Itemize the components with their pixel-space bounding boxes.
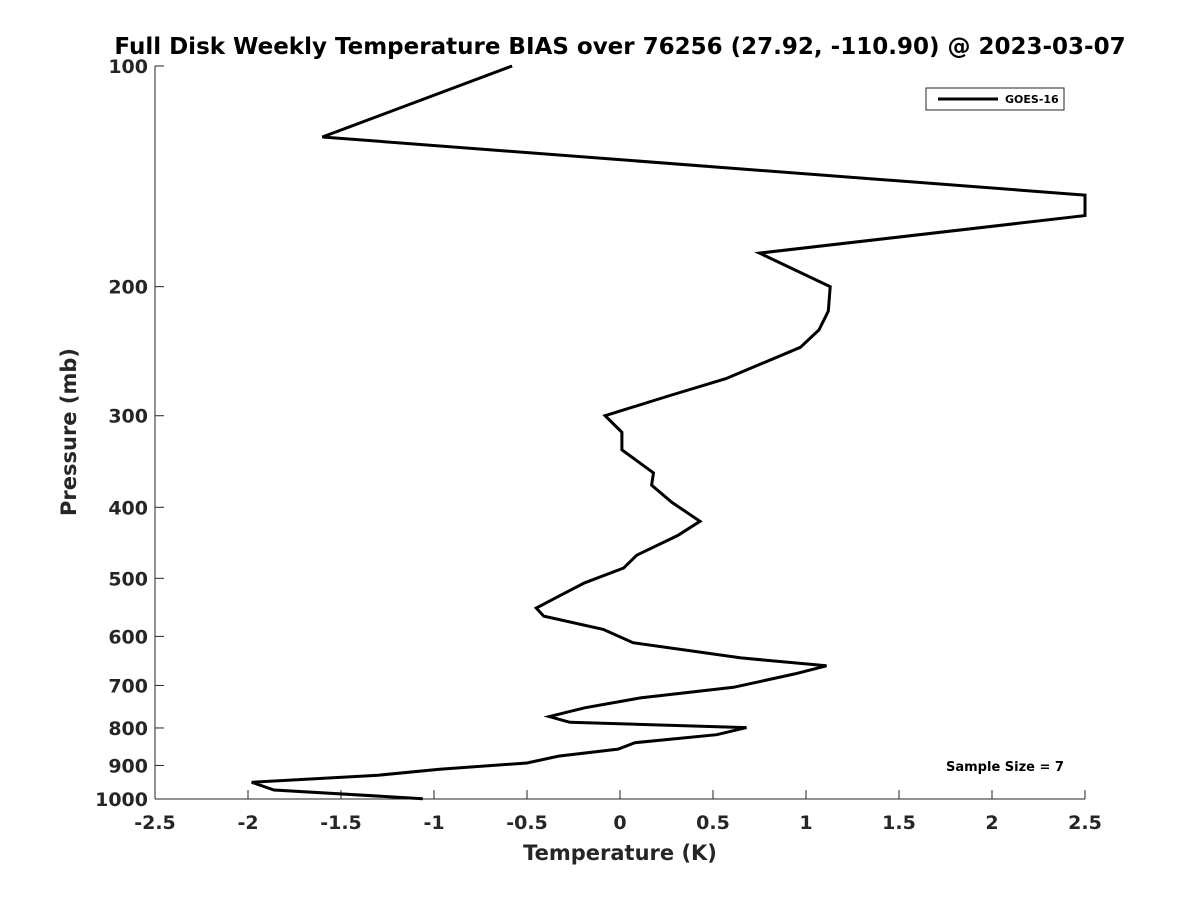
legend-label: GOES-16 bbox=[1005, 93, 1059, 106]
x-tick-label: 0.5 bbox=[696, 812, 730, 834]
sample-size-annotation: Sample Size = 7 bbox=[946, 760, 1064, 775]
y-tick-label: 500 bbox=[108, 568, 148, 590]
x-tick-label: 2 bbox=[985, 812, 998, 834]
x-tick-label: -1 bbox=[423, 812, 444, 834]
series-layer bbox=[251, 64, 1087, 801]
x-tick-label: 1 bbox=[799, 812, 812, 834]
legend: GOES-16 bbox=[925, 87, 1065, 111]
y-tick-label: 300 bbox=[108, 406, 148, 428]
y-axis-label: Pressure (mb) bbox=[57, 348, 81, 516]
x-tick-label: -0.5 bbox=[506, 812, 548, 834]
y-tick-label: 400 bbox=[108, 497, 148, 519]
y-tick-label: 700 bbox=[108, 675, 148, 697]
y-tick-label: 100 bbox=[108, 56, 148, 78]
x-tick-label: -2 bbox=[237, 812, 258, 834]
y-tick-label: 600 bbox=[108, 626, 148, 648]
x-tick-label: 0 bbox=[613, 812, 626, 834]
y-tick-label: 200 bbox=[108, 277, 148, 299]
y-tick-label: 900 bbox=[108, 755, 148, 777]
x-tick-label: 1.5 bbox=[882, 812, 916, 834]
y-tick-label: 1000 bbox=[95, 789, 148, 811]
x-tick-label: -1.5 bbox=[320, 812, 362, 834]
x-tick-label: -2.5 bbox=[134, 812, 176, 834]
y-ticks: 100 200 300 400 500 600 700 800 900 1000 bbox=[95, 56, 164, 811]
x-ticks: -2.5 -2 -1.5 -1 -0.5 0 0.5 1 1.5 2 2.5 bbox=[134, 790, 1102, 834]
y-tick-label: 800 bbox=[108, 718, 148, 740]
chart-title: Full Disk Weekly Temperature BIAS over 7… bbox=[114, 34, 1125, 60]
x-tick-label: 2.5 bbox=[1068, 812, 1102, 834]
x-axis-label: Temperature (K) bbox=[523, 841, 717, 865]
series-line-goes-16 bbox=[251, 64, 1087, 801]
